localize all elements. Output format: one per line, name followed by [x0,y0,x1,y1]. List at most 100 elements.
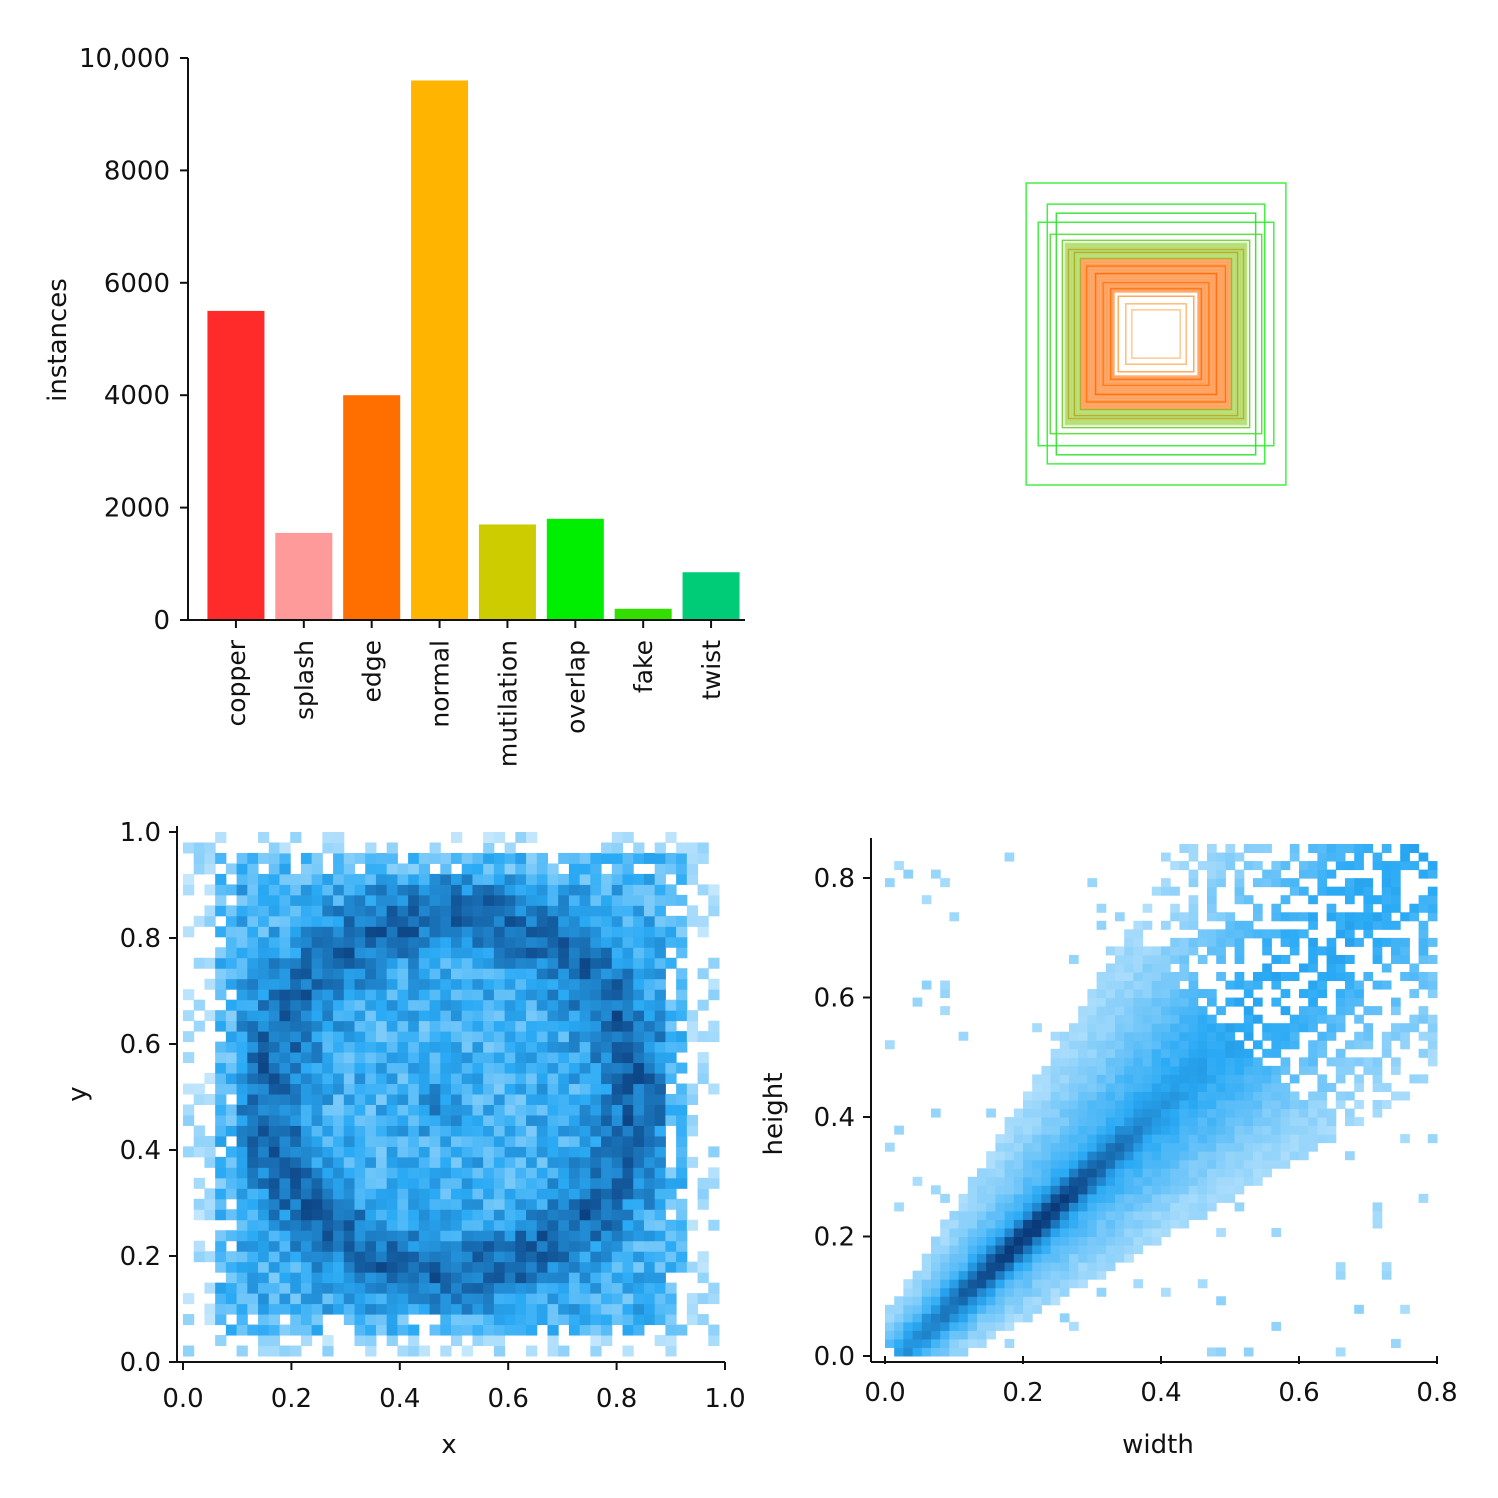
heatmap-cell [611,1240,624,1252]
heatmap-cell [236,1062,248,1074]
heatmap-cell [236,989,248,1001]
heatmap-cell [1427,1057,1438,1067]
heatmap-cell [1078,1219,1088,1229]
heatmap-cell [1151,1151,1162,1161]
heatmap-cell [418,1031,431,1043]
heatmap-cell [885,1321,895,1331]
heatmap-cell [279,989,291,1001]
heatmap-cell [204,842,216,854]
box-outline [1074,252,1238,416]
heatmap-cell [633,1104,645,1116]
heatmap-cell [1243,929,1254,939]
heatmap-cell [354,1062,366,1074]
heatmap-cell [903,1313,914,1323]
heatmap-cell [940,1313,950,1323]
heatmap-cell [1050,1168,1061,1178]
heatmap-cell [236,1188,248,1200]
heatmap-cell [967,1321,978,1331]
heatmap-cell [451,1114,463,1126]
heatmap-cell [986,1270,996,1280]
heatmap-cell [1115,1253,1125,1263]
heatmap-cell [1023,1176,1033,1186]
heatmap-cell [590,1188,602,1200]
heatmap-cell [515,989,527,1001]
heatmap-cell [601,1020,613,1032]
heatmap-cell [1418,1048,1429,1058]
heatmap-cell [343,894,356,906]
heatmap-cell [429,852,441,864]
heatmap-cell [408,905,420,917]
heatmap-cell [1161,1176,1171,1186]
heatmap-cell [1078,1202,1088,1212]
heatmap-cell [885,1040,895,1050]
heatmap-cell [1234,1091,1245,1101]
heatmap-cell [375,1114,388,1126]
heatmap-cell [515,1188,527,1200]
heatmap-cell [386,968,398,980]
heatmap-cell [343,863,356,875]
heatmap-cell [1050,1236,1061,1246]
heatmap-cell [654,1062,666,1074]
heatmap-cell [258,999,270,1011]
heatmap-cell [365,1240,377,1252]
x-tick-label: 0.2 [1002,1378,1043,1408]
heatmap-cell [1115,1151,1125,1161]
heatmap-cell [568,1314,581,1326]
heatmap-cell [461,1125,473,1137]
heatmap-cell [643,852,656,864]
heatmap-cell [1133,1168,1144,1178]
heatmap-cell [268,999,280,1011]
heatmap-cell [429,894,441,906]
heatmap-cell [1133,1117,1144,1127]
heatmap-cell [633,1303,645,1315]
heatmap-cell [375,1031,388,1043]
heatmap-cell [1170,1057,1180,1067]
heatmap-cell [1326,912,1337,922]
heatmap-cell [1317,1091,1328,1101]
heatmap-cell [1124,1253,1134,1263]
heatmap-cell [1041,1176,1052,1186]
heatmap-cell [601,1209,613,1221]
heatmap-cell [1032,1228,1042,1238]
heatmap-cell [1326,972,1337,982]
heatmap-cell [322,1335,334,1347]
heatmap-cell [1004,1262,1015,1272]
heatmap-cell [1372,1210,1383,1220]
heatmap-cell [397,989,409,1001]
heatmap-cell [354,957,366,969]
heatmap-cell [1050,1074,1061,1084]
heatmap-cell [397,1020,409,1032]
heatmap-cell [601,1314,613,1326]
heatmap-cell [451,957,463,969]
heatmap-cell [354,1020,366,1032]
heatmap-cell [1013,1151,1024,1161]
heatmap-cell [247,884,259,896]
heatmap-cell [977,1193,987,1203]
box-outline [1037,221,1275,447]
heatmap-cell [397,1073,409,1085]
heatmap-cell [451,1230,463,1242]
heatmap-cell [1308,1142,1318,1152]
heatmap-cell [611,1104,624,1116]
heatmap-cell [1326,1023,1337,1033]
heatmap-cell [1105,989,1116,999]
heatmap-cell [300,1261,313,1273]
heatmap-cell [558,884,570,896]
heatmap-cell [225,915,238,927]
heatmap-cell [461,1167,473,1179]
heatmap-cell [1381,1048,1392,1058]
heatmap-cell [590,1041,602,1053]
heatmap-cell [386,1041,398,1053]
y-tick-label: 1.0 [120,818,161,848]
heatmap-cell [1207,1193,1217,1203]
heatmap-cell [643,1240,656,1252]
heatmap-cell [408,968,420,980]
heatmap-cell [590,947,602,959]
heatmap-cell [354,915,366,927]
heatmap-cell [568,1198,581,1210]
heatmap-cell [1427,886,1438,896]
heatmap-cell [654,1314,666,1326]
heatmap-cell [1197,1014,1208,1024]
heatmap-cell [558,905,570,917]
heatmap-cell [483,1041,495,1053]
